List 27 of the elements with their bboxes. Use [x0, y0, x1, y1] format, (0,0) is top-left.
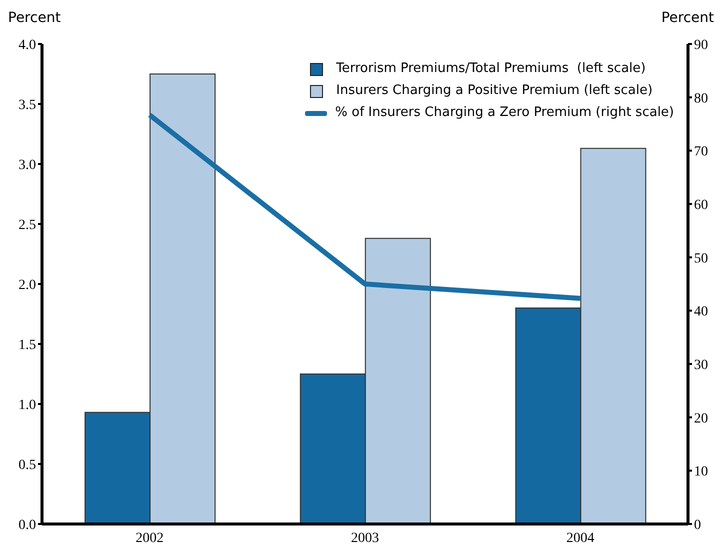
y2-axis-title: Percent [661, 10, 714, 26]
y-tick-label: 1.0 [18, 398, 36, 413]
y2-tick-label: 40 [694, 304, 708, 320]
y-tick-label: 2.5 [18, 218, 36, 233]
y2-tick-label: 10 [694, 464, 708, 480]
y2-tick-label: 90 [694, 38, 708, 53]
y-axis-title: Percent [8, 10, 61, 26]
y-tick-label: 0.5 [18, 458, 36, 473]
y-tick-label: 2.0 [18, 278, 36, 293]
legend-label: % of Insurers Charging a Zero Premium (right scale) [335, 104, 674, 122]
y-tick-label: 1.5 [18, 338, 36, 353]
y-tick-label: 3.5 [18, 98, 36, 113]
x-tick-label: 2004 [566, 530, 594, 546]
y-tick-label: 4.0 [18, 38, 36, 53]
y2-tick-label: 50 [694, 251, 708, 266]
y2-tick-label: 20 [694, 411, 708, 426]
y2-tick-label: 60 [694, 198, 708, 213]
legend-label: Insurers Charging a Positive Premium (left scale) [336, 82, 653, 100]
y-tick-label: 3.0 [18, 158, 36, 173]
x-tick-label: 2002 [136, 530, 164, 546]
y2-tick-label: 30 [694, 358, 708, 373]
legend-label: Terrorism Premiums/Total Premiums (left scale) [336, 60, 646, 78]
x-tick-label: 2003 [351, 530, 379, 546]
y2-tick-label: 80 [694, 91, 708, 106]
y-tick-label: 0.0 [18, 518, 36, 533]
y2-tick-label: 0 [694, 518, 701, 533]
y2-tick-label: 70 [694, 144, 708, 160]
